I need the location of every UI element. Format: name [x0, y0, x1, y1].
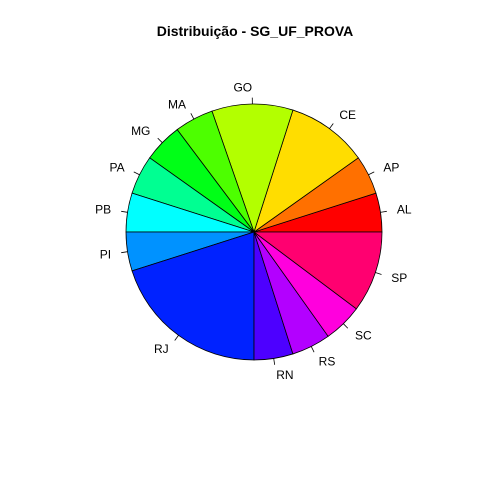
- pie-label-ap: AP: [383, 160, 399, 174]
- pie-tick-rj: [174, 335, 179, 341]
- pie-label-rn: RN: [276, 368, 293, 382]
- pie-label-pb: PB: [95, 203, 111, 217]
- pie-label-pa: PA: [109, 160, 124, 174]
- pie-tick-mg: [157, 137, 163, 143]
- pie-tick-pb: [121, 210, 128, 213]
- pie-label-ma: MA: [168, 97, 186, 111]
- pie-tick-sp: [375, 272, 382, 275]
- pie-label-rs: RS: [319, 354, 336, 368]
- pie-label-pi: PI: [100, 247, 111, 261]
- pie-tick-rs: [310, 346, 315, 353]
- pie-slice-sp: [252, 231, 383, 310]
- pie-label-rj: RJ: [154, 342, 169, 356]
- pie-label-go: GO: [233, 80, 252, 94]
- pie-tick-ce: [329, 123, 334, 129]
- pie-slice-ce: [253, 109, 359, 234]
- pie-tick-al: [380, 210, 387, 213]
- pie-tick-pa: [133, 171, 140, 176]
- pie-slices: [125, 103, 383, 361]
- pie-label-sc: SC: [355, 329, 372, 343]
- pie-labels: AL AP CE GO MA MG PA PB PI RJ RN RS SC SP: [95, 80, 412, 382]
- pie-tick-pi: [121, 251, 128, 254]
- pie-tick-sc: [343, 323, 349, 329]
- pie-label-al: AL: [397, 203, 412, 217]
- pie-tick-ap: [368, 171, 375, 176]
- pie-label-ce: CE: [339, 108, 356, 122]
- pie-tick-rn: [273, 358, 276, 365]
- chart-title: Distribuição - SG_UF_PROVA: [157, 23, 354, 39]
- pie-tick-ma: [190, 113, 195, 120]
- pie-slice-go: [211, 103, 294, 234]
- pie-label-mg: MG: [131, 124, 150, 138]
- pie-label-sp: SP: [391, 271, 407, 285]
